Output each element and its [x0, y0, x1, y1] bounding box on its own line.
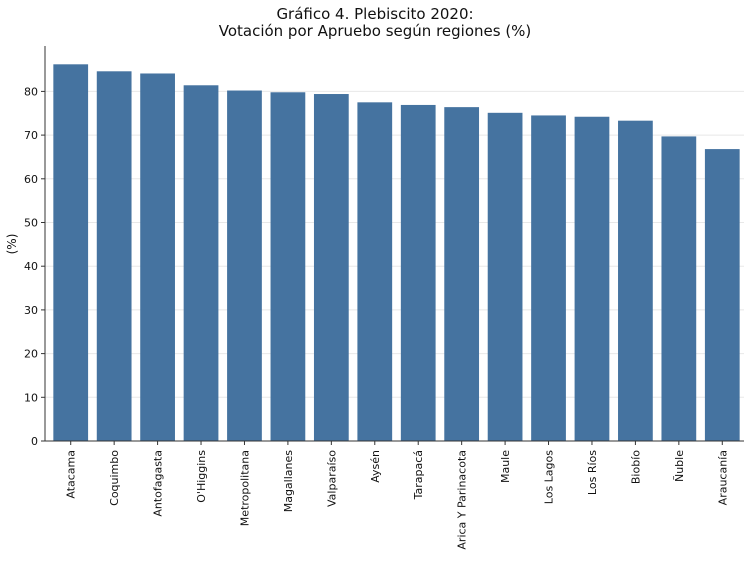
bar: [140, 73, 175, 441]
chart-title: Gráfico 4. Plebiscito 2020:: [276, 5, 474, 23]
bar: [574, 116, 610, 441]
x-tick-label: Maule: [499, 450, 512, 483]
bar: [661, 136, 697, 441]
y-tick-label: 50: [24, 217, 38, 230]
bar: [444, 107, 480, 442]
y-tick-label: 30: [24, 304, 38, 317]
bar: [183, 85, 219, 442]
chart-subtitle: Votación por Apruebo según regiones (%): [218, 22, 532, 40]
bar: [487, 112, 523, 442]
bar: [357, 102, 393, 441]
x-tick-label: Coquimbo: [108, 450, 121, 506]
y-tick-label: 60: [24, 173, 38, 186]
x-tick-label: Magallanes: [282, 450, 295, 513]
x-tick-label: Valparaíso: [325, 450, 338, 507]
y-tick-label: 0: [31, 435, 38, 448]
x-tick-label: Biobío: [629, 450, 642, 484]
x-tick-label: Metropolitana: [238, 450, 251, 526]
bar: [618, 120, 653, 441]
x-tick-label: Los Lagos: [543, 450, 556, 504]
bar: [53, 64, 89, 441]
x-tick-label: Los Ríos: [586, 450, 599, 495]
x-tick-label: Aysén: [369, 450, 382, 483]
x-tick-label: Atacama: [65, 450, 78, 499]
bar: [313, 94, 349, 441]
bar: [270, 92, 306, 442]
y-tick-label: 70: [24, 129, 38, 142]
y-tick-label: 40: [24, 260, 38, 273]
bar: [704, 149, 740, 442]
bar: [96, 71, 132, 441]
x-tick-label: Araucanía: [716, 450, 729, 505]
bars: [53, 64, 740, 442]
bar: [531, 115, 566, 441]
x-tick-label: O'Higgins: [195, 450, 208, 503]
x-tick-label: Antofagasta: [152, 450, 165, 517]
bar: [227, 90, 262, 441]
y-tick-labels: 0 10 20 30 40 50 60 70 80: [24, 85, 45, 448]
bar: [400, 104, 436, 442]
y-tick-label: 10: [24, 391, 38, 404]
y-tick-label: 20: [24, 348, 38, 361]
y-axis-label: (%): [5, 234, 19, 255]
x-tick-label: Arica Y Parinacota: [456, 450, 469, 550]
y-tick-label: 80: [24, 85, 38, 98]
x-tick-label: Ñuble: [673, 450, 686, 482]
x-tick-labels: Atacama Coquimbo Antofagasta O'Higgins Metro…: [65, 441, 729, 550]
x-tick-label: Tarapacá: [412, 450, 425, 500]
